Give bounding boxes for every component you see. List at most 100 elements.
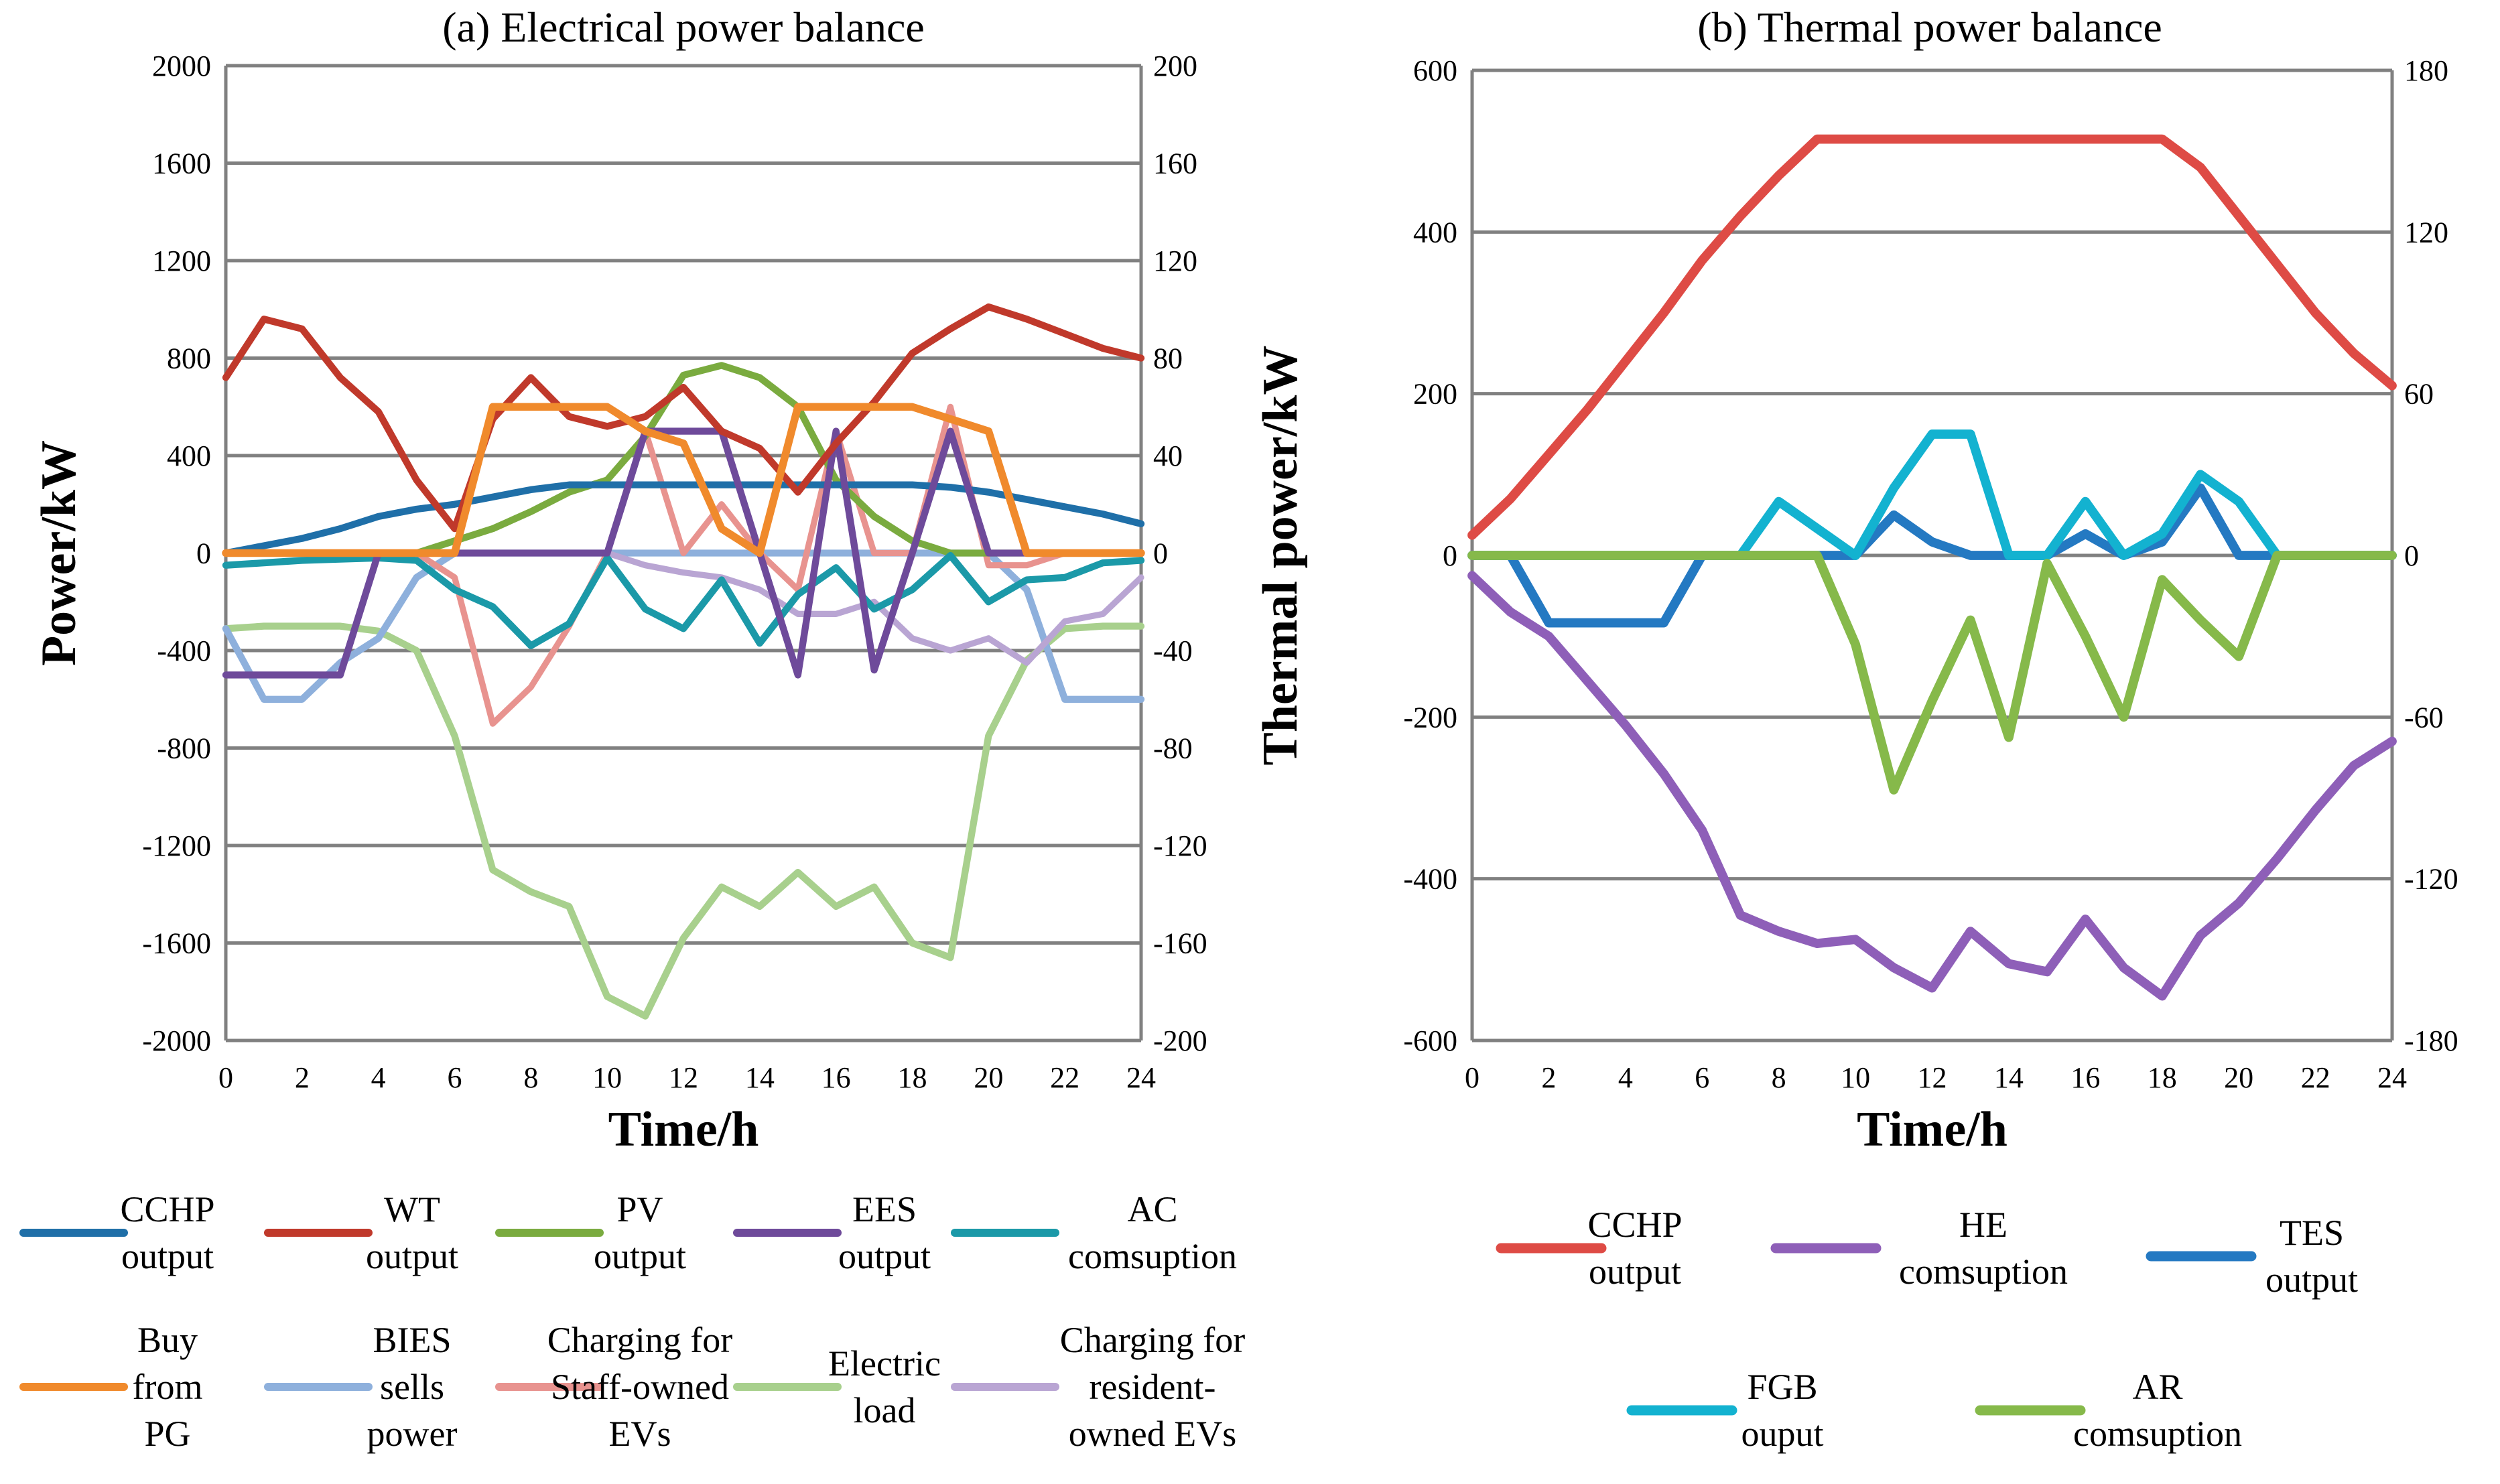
x-tick-label: 12 [1918,1061,1947,1094]
legend-label: AR [2132,1367,2182,1407]
x-tick-label: 10 [592,1061,622,1094]
series-line-load [222,622,1145,1020]
legend-label: PV [616,1189,663,1229]
y-tick-label: -200 [1403,701,1457,734]
y2-tick-label: -200 [1153,1024,1207,1057]
legend-label: ouput [1741,1414,1823,1454]
legend-label: EVs [609,1414,671,1454]
legend-label: output [121,1236,214,1276]
y2-tick-label: 60 [2404,378,2434,411]
x-tick-label: 16 [821,1061,851,1094]
y-tick-label: 400 [167,440,211,472]
legend-label: TES [2280,1213,2344,1253]
y-tick-label: 400 [1413,216,1457,249]
y-tick-label: 200 [1413,378,1457,411]
legend-label: AC [1127,1189,1177,1229]
x-axis-label: Time/h [608,1102,759,1157]
legend-label: output [2265,1260,2358,1300]
y-tick-label: -2000 [142,1024,211,1057]
y2-tick-label: 0 [1153,537,1168,570]
legend-label: resident- [1090,1367,1216,1407]
legend-label: output [1589,1252,1681,1292]
x-tick-label: 22 [1050,1061,1079,1094]
legend-label: power [367,1414,458,1454]
y-tick-label: -600 [1403,1024,1457,1057]
legend-label: comsuption [1068,1236,1237,1276]
legend-label: BIES [373,1320,451,1360]
legend-label: Charging for [547,1320,732,1360]
y2-tick-label: 200 [1153,50,1197,82]
x-tick-label: 12 [669,1061,698,1094]
series-line-cchpb [1467,134,2397,540]
x-tick-label: 24 [1126,1061,1156,1094]
y2-tick-label: -120 [2404,863,2458,896]
series-line-he [1467,571,2397,1001]
y2-tick-label: -120 [1153,829,1207,862]
x-tick-label: 24 [2377,1061,2407,1094]
y-tick-label: 1200 [152,245,211,277]
panel-electrical: (a) Electrical power balance200016001200… [19,3,1245,1454]
legend-label: Charging for [1060,1320,1245,1360]
y2-tick-label: -180 [2404,1024,2458,1057]
x-axis-label: Time/h [1857,1102,2008,1157]
y-tick-label: -800 [157,732,211,765]
series-line-buypg [222,403,1145,557]
y-tick-label: 800 [167,342,211,375]
chart-title: (b) Thermal power balance [1697,3,2162,51]
y2-tick-label: -80 [1153,732,1193,765]
x-tick-label: 14 [745,1061,775,1094]
x-tick-label: 18 [2148,1061,2177,1094]
y-tick-label: -1200 [142,829,211,862]
x-tick-label: 2 [295,1061,310,1094]
legend-label: output [366,1236,458,1276]
series-line-tes [1467,483,2397,628]
y-axis-label: Power/kW [31,440,86,666]
legend-label: Electric [828,1343,941,1384]
y-tick-label: 0 [196,537,211,570]
x-tick-label: 4 [1618,1061,1633,1094]
x-tick-label: 0 [1465,1061,1479,1094]
legend-label: output [594,1236,686,1276]
y2-tick-label: 120 [1153,245,1197,277]
x-tick-label: 8 [523,1061,538,1094]
x-tick-label: 14 [1994,1061,2024,1094]
legend-label: CCHP [1587,1205,1682,1245]
y-axis-label: Thermal power/kW [1253,346,1308,766]
legend-label: Staff-owned [551,1367,729,1407]
legend-label: output [838,1236,931,1276]
legend-label: comsuption [2073,1414,2242,1454]
legend-label: PG [144,1414,190,1454]
x-tick-label: 6 [1695,1061,1709,1094]
legend-label: EES [852,1189,917,1229]
chart-title: (a) Electrical power balance [442,3,925,51]
legend-label: HE [1959,1205,2008,1245]
y-tick-label: 2000 [152,50,211,82]
legend-label: FGB [1747,1367,1817,1407]
x-tick-label: 22 [2301,1061,2330,1094]
y2-tick-label: 180 [2404,54,2448,87]
x-tick-label: 16 [2070,1061,2100,1094]
legend-label: Buy [137,1320,198,1360]
legend-label: WT [384,1189,440,1229]
series-line-ar [1467,551,2397,795]
y2-tick-label: 40 [1153,440,1183,472]
legend-label: sells [380,1367,444,1407]
x-tick-label: 8 [1772,1061,1786,1094]
y2-tick-label: 120 [2404,216,2448,249]
legend-label: CCHP [120,1189,214,1229]
x-tick-label: 18 [898,1061,927,1094]
x-tick-label: 10 [1841,1061,1870,1094]
y2-tick-label: 160 [1153,147,1197,180]
y2-tick-label: -160 [1153,927,1207,960]
y2-tick-label: 80 [1153,342,1183,375]
legend-label: load [854,1390,916,1430]
series-line-cchp [222,481,1145,557]
x-tick-label: 20 [2224,1061,2253,1094]
series-line-wt [222,303,1145,533]
y-tick-label: -400 [157,634,211,667]
panel-thermal: (b) Thermal power balance6004002000-200-… [1253,3,2458,1454]
x-tick-label: 0 [218,1061,233,1094]
x-tick-label: 2 [1541,1061,1556,1094]
legend-label: from [133,1367,203,1407]
